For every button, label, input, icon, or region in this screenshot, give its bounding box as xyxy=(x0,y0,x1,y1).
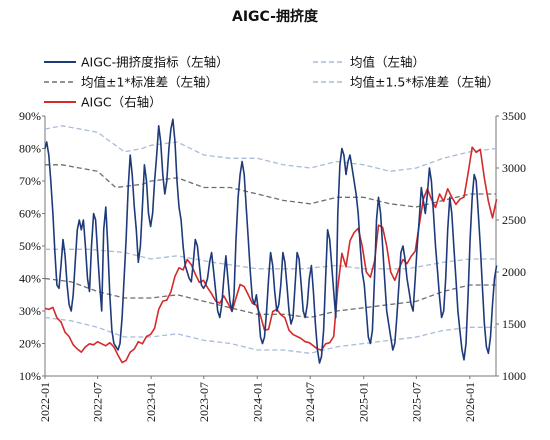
y-right-tick-label: 3000 xyxy=(502,161,526,175)
y-right-tick-label: 3500 xyxy=(502,109,526,123)
y-left-tick-label: 70% xyxy=(19,174,41,188)
y-right-tick-label: 2500 xyxy=(502,213,526,227)
y-right-tick-label: 1500 xyxy=(502,317,526,331)
series-line-0 xyxy=(44,118,498,364)
legend-item: 均值±1.5*标准差（左轴） xyxy=(313,75,499,90)
y-left-tick-label: 90% xyxy=(19,109,41,123)
y-left-tick-label: 20% xyxy=(19,337,41,351)
x-tick-label: 2025-07 xyxy=(409,382,423,422)
legend-label: 均值（左轴） xyxy=(350,55,425,70)
legend-label: 均值±1.5*标准差（左轴） xyxy=(350,75,499,90)
legend-item: AIGC-拥挤度指标（左轴） xyxy=(44,55,229,70)
x-tick-label: 2025-01 xyxy=(357,382,371,422)
legend: AIGC-拥挤度指标（左轴） 均值（左轴） 均值±1*标准差（左轴） 均值±1.5*标… xyxy=(44,55,499,110)
chart-title: AIGC-拥挤度 xyxy=(232,8,319,25)
x-tick-label: 2024-07 xyxy=(303,382,317,422)
legend-label: AIGC（右轴） xyxy=(81,95,162,110)
legend-item: AIGC（右轴） xyxy=(44,95,162,110)
legend-label: AIGC-拥挤度指标（左轴） xyxy=(81,55,229,70)
y-right-tick-label: 1000 xyxy=(502,369,526,383)
series-line-6 xyxy=(44,146,498,364)
y-left-tick-label: 50% xyxy=(19,239,41,253)
y-left-tick-label: 80% xyxy=(19,142,41,156)
y-left-tick-label: 10% xyxy=(19,369,41,383)
x-tick-label: 2022-07 xyxy=(91,382,105,422)
legend-label: 均值±1*标准差（左轴） xyxy=(81,75,218,90)
x-tick-label: 2024-01 xyxy=(250,382,264,422)
legend-item: 均值±1*标准差（左轴） xyxy=(44,75,218,90)
axes: 10% 20% 30% 40% 50% 60% 70% 80% 90% 1000 1500 2000 2… xyxy=(19,109,526,422)
series-group xyxy=(44,118,498,364)
series-line-2 xyxy=(45,164,496,208)
legend-item: 均值（左轴） xyxy=(313,55,425,70)
y-left-tick-label: 60% xyxy=(19,207,41,221)
x-tick-label: 2026-01 xyxy=(463,382,477,422)
x-tick-label: 2023-01 xyxy=(144,382,158,422)
y-right-tick-label: 2000 xyxy=(502,265,526,279)
y-left-tick-label: 30% xyxy=(19,304,41,318)
series-line-3 xyxy=(44,277,496,319)
y-left-tick-label: 40% xyxy=(19,272,41,286)
series-line-4 xyxy=(44,125,497,172)
x-tick-label: 2023-07 xyxy=(197,382,211,422)
x-tick-label: 2022-01 xyxy=(38,382,52,422)
